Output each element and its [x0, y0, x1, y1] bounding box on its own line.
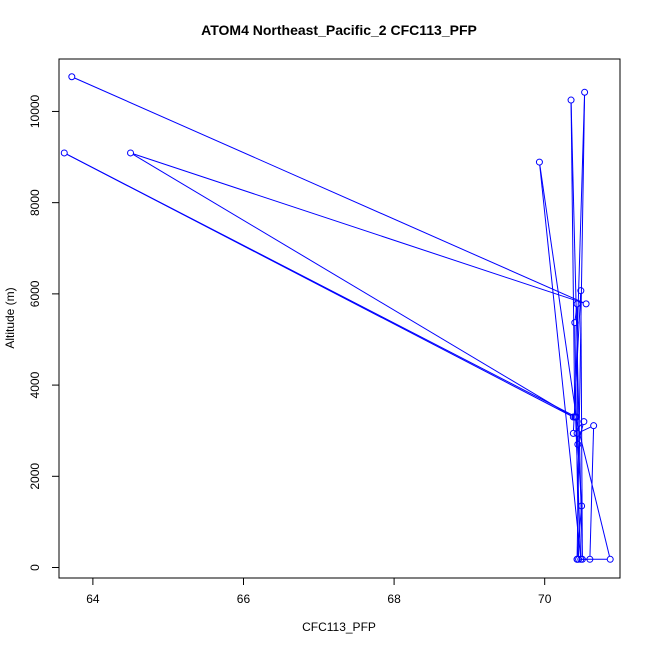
data-point [571, 319, 579, 327]
series-segment [575, 419, 582, 557]
data-point [567, 96, 575, 104]
plot-frame [58, 58, 621, 579]
series-segment [66, 153, 571, 417]
x-tick-label: 68 [387, 592, 401, 606]
series-segment [539, 164, 577, 415]
data-point [572, 413, 580, 421]
x-tick-label: 70 [538, 592, 552, 606]
data-point [586, 555, 594, 563]
series-segment [578, 424, 584, 442]
data-point [535, 158, 543, 166]
y-tick-label: 8000 [28, 189, 42, 216]
series-segment [574, 306, 578, 320]
x-tick-label: 64 [86, 592, 100, 606]
y-tick-label: 10000 [28, 94, 42, 128]
chart-title: ATOM4 Northeast_Pacific_2 CFC113_PFP [201, 22, 477, 38]
series-segment [574, 95, 586, 415]
y-tick-label: 6000 [28, 280, 42, 307]
series-segment [133, 153, 584, 304]
series-segment [575, 419, 610, 557]
x-axis: 64 66 68 70 [86, 577, 552, 606]
data-point [581, 88, 589, 96]
data-point [573, 300, 581, 308]
y-tick-label: 2000 [28, 463, 42, 490]
data-point [574, 440, 582, 448]
data-point [590, 422, 598, 430]
series-segment [580, 293, 583, 557]
data-point [60, 149, 68, 157]
data-point [68, 73, 76, 81]
data-point [573, 429, 581, 437]
series-segment [570, 103, 576, 415]
y-axis: 0 2000 4000 6000 8000 10000 [28, 94, 60, 571]
series-segment [539, 165, 582, 557]
y-axis-label: Altitude (m) [3, 287, 17, 348]
series-segment [579, 426, 592, 433]
data-point [577, 555, 585, 563]
data-point [582, 300, 590, 308]
data-point [580, 418, 588, 426]
y-tick-label: 0 [28, 564, 42, 571]
data-point [569, 429, 577, 437]
data-point [578, 502, 586, 510]
series-segment [589, 428, 595, 557]
data-point [573, 555, 581, 563]
y-tick-label: 4000 [28, 371, 42, 398]
x-axis-label: CFC113_PFP [302, 620, 376, 634]
data-point [569, 413, 577, 421]
series-segment [132, 154, 571, 416]
x-tick-label: 66 [237, 592, 251, 606]
data-point [127, 149, 135, 157]
data-point [577, 287, 585, 295]
data-series [60, 73, 614, 563]
series-segment [576, 508, 582, 557]
data-point [606, 555, 614, 563]
series-segment [74, 77, 584, 304]
